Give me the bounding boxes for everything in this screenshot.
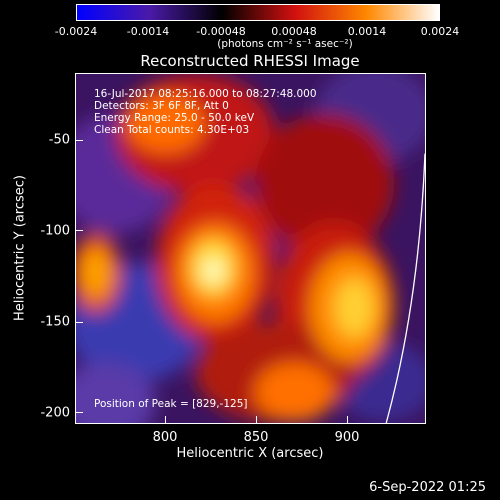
colorbar-unit: (photons cm⁻² s⁻¹ asec⁻²) [217, 38, 353, 50]
colorbar-tick: -0.00048 [196, 25, 246, 38]
colorbar-tick: 0.0014 [347, 25, 387, 38]
image-title: Reconstructed RHESSI Image [140, 52, 360, 70]
x-tick-mark [256, 416, 257, 424]
x-tick-label: 850 [243, 430, 269, 445]
colorbar [76, 4, 440, 21]
colorbar-tick: -0.0014 [126, 25, 170, 38]
time-range: 16-Jul-2017 08:25:16.000 to 08:27:48.000 [94, 88, 317, 100]
x-tick-mark [347, 416, 348, 424]
y-tick-label: -100 [40, 223, 70, 239]
x-tick-label: 900 [334, 430, 360, 445]
generation-timestamp: 6-Sep-2022 01:25 [369, 480, 486, 495]
y-tick-mark [75, 140, 83, 141]
x-tick-label: 800 [152, 430, 178, 445]
x-axis-label: Heliocentric X (arcsec) [176, 446, 324, 461]
x-tick-mark [165, 416, 166, 424]
y-tick-mark [75, 412, 83, 413]
y-tick-label: -50 [48, 132, 70, 148]
rhessi-map [76, 74, 425, 423]
energy-range: Energy Range: 25.0 - 50.0 keV [94, 112, 255, 124]
y-tick-mark [75, 230, 83, 231]
y-axis-label: Heliocentric Y (arcsec) [12, 175, 28, 321]
map-panel [75, 73, 426, 424]
clean-info: Clean Total counts: 4.30E+03 [94, 124, 250, 136]
colorbar-tick: 0.0024 [420, 25, 460, 38]
colorbar-tick: 0.00048 [271, 25, 317, 38]
y-tick-label: -200 [40, 405, 70, 421]
colorbar-tick: -0.0024 [54, 25, 98, 38]
y-tick-mark [75, 322, 83, 323]
detectors-info: Detectors: 3F 6F 8F, Att 0 [94, 100, 229, 112]
y-tick-label: -150 [40, 314, 70, 330]
peak-position: Position of Peak = [829,-125] [94, 398, 248, 410]
